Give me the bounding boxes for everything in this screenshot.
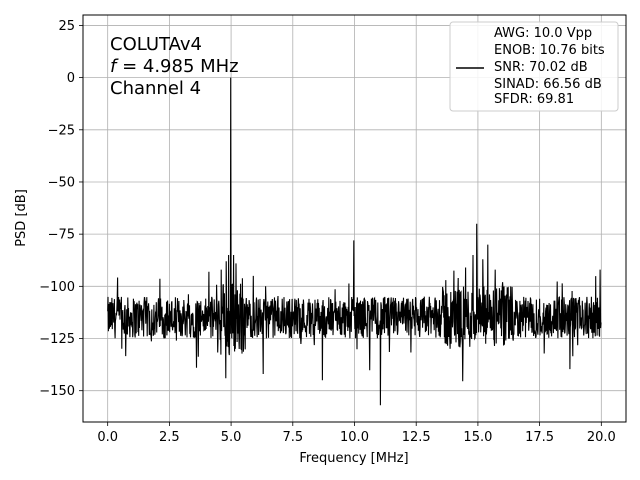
legend-entry-line-3: SNR: 70.02 dB [494,60,588,75]
legend: AWG: 10.0 Vpp ENOB: 10.76 bits SNR: 70.0… [449,21,619,112]
annotation-line-2: f = 4.985 MHz [110,56,239,77]
x-tick-label: 0.0 [97,430,118,445]
y-axis-ticks: 25 0 −25 −50 −75 −100 −125 −150 [39,19,83,399]
y-tick-label: −75 [48,228,75,243]
x-tick-label: 2.5 [159,430,180,445]
y-axis-label: PSD [dB] [14,189,29,247]
legend-entry-line-5: SFDR: 69.81 [494,92,574,107]
annotation-line-1: COLUTAv4 [110,34,202,55]
y-tick-label: 25 [58,19,75,34]
x-tick-label: 5.0 [221,430,242,445]
y-tick-label: 0 [67,71,75,86]
y-tick-label: −50 [48,175,75,190]
x-axis-ticks: 0.0 2.5 5.0 7.5 10.0 12.5 15.0 17.5 20.0 [97,422,616,445]
x-tick-label: 15.0 [463,430,492,445]
x-tick-label: 7.5 [282,430,303,445]
y-tick-label: −25 [48,123,75,138]
annotation-line-3: Channel 4 [110,78,201,99]
y-tick-label: −100 [39,280,75,295]
legend-entry-line-4: SINAD: 66.56 dB [494,77,602,92]
x-axis-label: Frequency [MHz] [299,451,408,466]
x-tick-label: 12.5 [402,430,431,445]
psd-trace [107,77,602,406]
annotation-frequency-symbol: f [110,56,119,77]
annotation-frequency-value: = 4.985 MHz [116,56,238,77]
legend-box [449,21,619,112]
y-tick-label: −150 [39,384,75,399]
x-tick-label: 10.0 [340,430,369,445]
x-tick-label: 17.5 [525,430,554,445]
y-tick-label: −125 [39,332,75,347]
psd-series-line [107,77,602,406]
annotation-block: COLUTAv4 f = 4.985 MHz Channel 4 [110,34,239,99]
x-tick-label: 20.0 [587,430,616,445]
legend-entry-line-2: ENOB: 10.76 bits [494,43,605,58]
legend-entry-line-1: AWG: 10.0 Vpp [494,26,592,41]
